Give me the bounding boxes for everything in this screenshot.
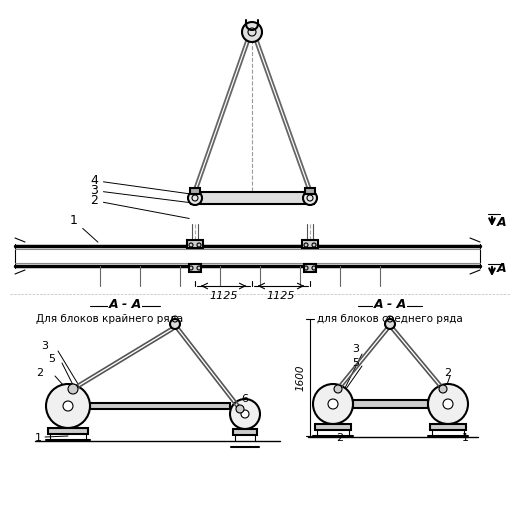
Circle shape [328, 399, 338, 409]
Circle shape [303, 191, 317, 205]
Circle shape [334, 385, 342, 393]
Circle shape [188, 191, 202, 205]
Text: 3: 3 [352, 344, 359, 354]
Bar [304, 264, 316, 272]
Text: Для блоков крайнего ряда: Для блоков крайнего ряда [36, 314, 184, 324]
Text: 1: 1 [461, 433, 469, 443]
Circle shape [313, 384, 353, 424]
Text: А - А: А - А [373, 298, 407, 310]
Text: 2: 2 [36, 368, 44, 378]
Bar [191, 192, 314, 204]
Circle shape [439, 385, 447, 393]
Text: 1: 1 [70, 214, 98, 242]
Text: 1600: 1600 [295, 364, 305, 391]
Bar [190, 188, 200, 194]
Circle shape [170, 319, 180, 329]
Bar [90, 403, 230, 409]
Text: 1: 1 [35, 433, 42, 443]
Circle shape [46, 384, 90, 428]
Text: 1125: 1125 [209, 291, 238, 301]
Text: 2: 2 [90, 194, 189, 218]
Bar [353, 400, 428, 408]
Text: 3: 3 [42, 341, 48, 351]
Circle shape [428, 384, 468, 424]
Bar [315, 424, 351, 430]
Circle shape [385, 319, 395, 329]
Text: 4: 4 [90, 174, 195, 195]
Text: 3: 3 [90, 184, 190, 203]
Bar [48, 428, 88, 434]
Circle shape [242, 22, 262, 42]
Text: А: А [497, 215, 507, 229]
Bar [187, 240, 203, 248]
Circle shape [63, 401, 73, 411]
Circle shape [443, 399, 453, 409]
Circle shape [236, 405, 244, 413]
Bar [189, 264, 201, 272]
Text: А: А [497, 263, 507, 276]
Text: 6: 6 [241, 394, 248, 404]
Text: 5: 5 [352, 358, 359, 368]
Text: 2: 2 [444, 368, 451, 378]
Text: А - А: А - А [108, 298, 141, 310]
Circle shape [241, 410, 249, 418]
Bar [233, 429, 257, 435]
Text: 5: 5 [48, 354, 56, 364]
Bar [430, 424, 466, 430]
Bar [305, 188, 315, 194]
Text: для блоков среднего ряда: для блоков среднего ряда [317, 314, 463, 324]
Circle shape [230, 399, 260, 429]
Text: 1125: 1125 [267, 291, 295, 301]
Bar [302, 240, 318, 248]
Text: 2: 2 [337, 433, 343, 443]
Circle shape [68, 384, 78, 394]
